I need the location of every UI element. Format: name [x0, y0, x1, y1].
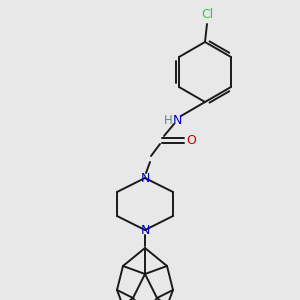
Text: N: N [172, 113, 182, 127]
Text: N: N [140, 224, 150, 236]
Text: Cl: Cl [201, 8, 213, 21]
Text: N: N [140, 172, 150, 184]
Text: H: H [164, 113, 173, 127]
Text: O: O [186, 134, 196, 146]
